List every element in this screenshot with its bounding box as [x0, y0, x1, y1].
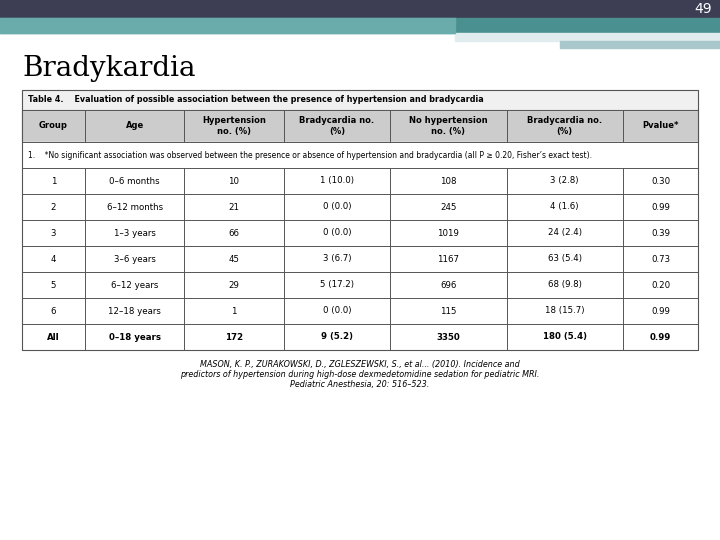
Text: Bradykardia: Bradykardia [22, 55, 196, 82]
Text: 4 (1.6): 4 (1.6) [551, 202, 579, 212]
Text: 0 (0.0): 0 (0.0) [323, 228, 351, 238]
Text: 108: 108 [440, 177, 456, 186]
Text: 66: 66 [228, 228, 240, 238]
Text: 3 (2.8): 3 (2.8) [551, 177, 579, 186]
Text: 0–6 months: 0–6 months [109, 177, 160, 186]
Text: Group: Group [39, 122, 68, 131]
Text: Bradycardia no.
(%): Bradycardia no. (%) [300, 116, 374, 136]
Text: 29: 29 [228, 280, 240, 289]
Text: 1–3 years: 1–3 years [114, 228, 156, 238]
Bar [22, 90, 698, 350]
Text: 3: 3 [50, 228, 56, 238]
Text: All: All [48, 333, 60, 341]
Text: 172: 172 [225, 333, 243, 341]
Text: 0 (0.0): 0 (0.0) [323, 202, 351, 212]
Text: 0.20: 0.20 [651, 280, 670, 289]
Text: 0.39: 0.39 [651, 228, 670, 238]
Text: 4: 4 [50, 254, 56, 264]
Text: 180 (5.4): 180 (5.4) [543, 333, 587, 341]
Text: predictors of hypertension during high-dose dexmedetomidine sedation for pediatr: predictors of hypertension during high-d… [180, 370, 540, 379]
Text: No hypertension
no. (%): No hypertension no. (%) [409, 116, 487, 136]
Text: 1: 1 [50, 177, 56, 186]
Text: 0 (0.0): 0 (0.0) [323, 307, 351, 315]
Text: 3350: 3350 [436, 333, 460, 341]
Text: 1019: 1019 [438, 228, 459, 238]
Text: 5 (17.2): 5 (17.2) [320, 280, 354, 289]
Text: Age: Age [125, 122, 144, 131]
Text: 3–6 years: 3–6 years [114, 254, 156, 264]
Text: 6: 6 [50, 307, 56, 315]
Text: 6–12 months: 6–12 months [107, 202, 163, 212]
Text: 18 (15.7): 18 (15.7) [545, 307, 585, 315]
Text: 696: 696 [440, 280, 456, 289]
Text: 0.99: 0.99 [651, 202, 670, 212]
Text: 115: 115 [440, 307, 456, 315]
Text: 0.99: 0.99 [650, 333, 671, 341]
Text: 21: 21 [228, 202, 240, 212]
Text: 2: 2 [50, 202, 56, 212]
Text: 0.30: 0.30 [651, 177, 670, 186]
Text: 12–18 years: 12–18 years [108, 307, 161, 315]
Text: Pvalue*: Pvalue* [642, 122, 679, 131]
Bar [22, 90, 698, 350]
Text: Hypertension
no. (%): Hypertension no. (%) [202, 116, 266, 136]
Text: Bradycardia no.
(%): Bradycardia no. (%) [527, 116, 603, 136]
Text: Table 4.    Evaluation of possible association between the presence of hypertens: Table 4. Evaluation of possible associat… [28, 96, 484, 105]
Text: 245: 245 [440, 202, 456, 212]
Text: 0–18 years: 0–18 years [109, 333, 161, 341]
Text: 63 (5.4): 63 (5.4) [548, 254, 582, 264]
Text: 49: 49 [694, 2, 712, 16]
Text: 1.    *No significant association was observed between the presence or absence o: 1. *No significant association was obser… [28, 151, 592, 159]
Text: Pediatric Anesthesia, 20: 516–523.: Pediatric Anesthesia, 20: 516–523. [290, 380, 430, 389]
Text: 6–12 years: 6–12 years [111, 280, 158, 289]
Text: 24 (2.4): 24 (2.4) [548, 228, 582, 238]
Text: 5: 5 [50, 280, 56, 289]
Text: 10: 10 [228, 177, 240, 186]
Text: 3 (6.7): 3 (6.7) [323, 254, 351, 264]
Text: 9 (5.2): 9 (5.2) [321, 333, 353, 341]
Text: 0.73: 0.73 [651, 254, 670, 264]
Text: MASON, K. P., ZURAKOWSKI, D., ZGLESZEWSKI, S., et al... (2010). Incidence and: MASON, K. P., ZURAKOWSKI, D., ZGLESZEWSK… [200, 360, 520, 369]
Text: 45: 45 [228, 254, 240, 264]
Text: 0.99: 0.99 [651, 307, 670, 315]
Text: 1 (10.0): 1 (10.0) [320, 177, 354, 186]
Text: 68 (9.8): 68 (9.8) [548, 280, 582, 289]
Text: 1167: 1167 [438, 254, 459, 264]
Text: 1: 1 [231, 307, 237, 315]
